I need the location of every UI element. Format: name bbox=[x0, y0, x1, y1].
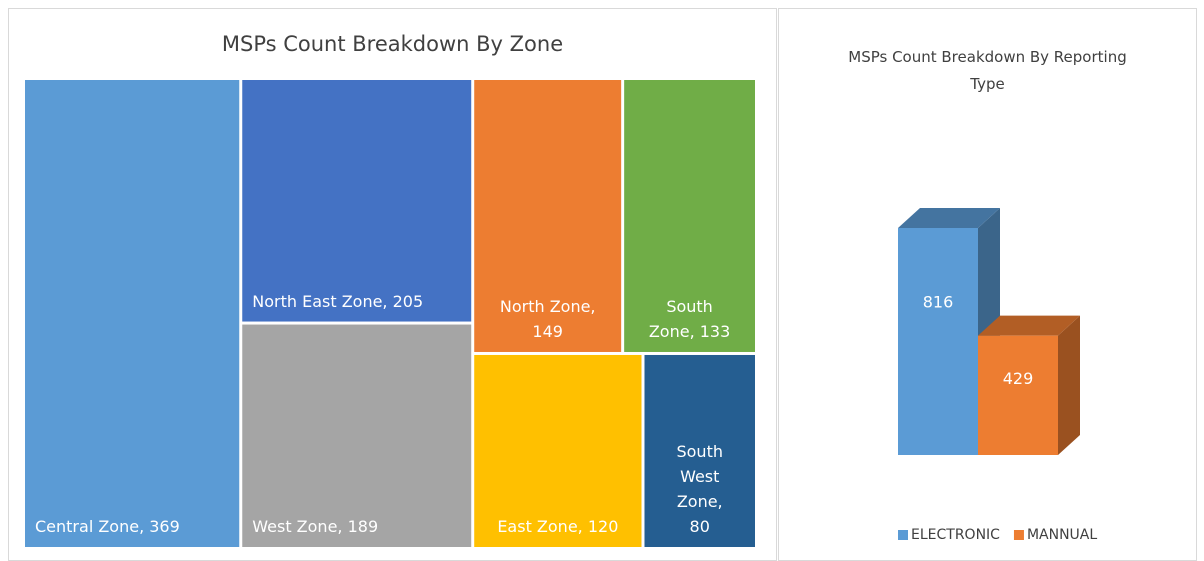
treemap-tile bbox=[25, 80, 240, 547]
bar bbox=[978, 335, 1058, 455]
treemap-tile bbox=[624, 80, 755, 352]
legend-swatch bbox=[1013, 530, 1024, 540]
tile-label: North East Zone, 205 bbox=[252, 291, 424, 311]
bar-value-label: 816 bbox=[923, 292, 954, 311]
treemap-tile bbox=[242, 80, 472, 322]
legend-label: ELECTRONIC bbox=[911, 527, 1000, 543]
tile-label: East Zone, 120 bbox=[497, 516, 619, 536]
bar-value-label: 429 bbox=[1003, 369, 1034, 388]
treemap-tile bbox=[644, 354, 755, 547]
bar-side bbox=[1058, 315, 1080, 455]
treemap-title: MSPs Count Breakdown By Zone bbox=[221, 32, 564, 56]
bar-top bbox=[978, 315, 1080, 336]
tile-label: South West Zone, 80 bbox=[676, 441, 723, 536]
tile-label: North Zone, 149 bbox=[499, 296, 596, 341]
bar bbox=[898, 228, 978, 455]
legend-label: MANNUAL bbox=[1027, 527, 1097, 543]
treemap-tile bbox=[242, 324, 472, 547]
legend-swatch bbox=[898, 530, 908, 540]
tile-label: West Zone, 189 bbox=[252, 516, 379, 536]
treemap-tile bbox=[474, 80, 622, 352]
bar-top bbox=[898, 208, 1000, 228]
bar-title: MSPs Count Breakdown By Reporting Type bbox=[848, 48, 1127, 93]
tile-label: South Zone, 133 bbox=[648, 296, 731, 341]
tile-label: Central Zone, 369 bbox=[35, 517, 180, 536]
treemap-tile bbox=[474, 354, 642, 547]
